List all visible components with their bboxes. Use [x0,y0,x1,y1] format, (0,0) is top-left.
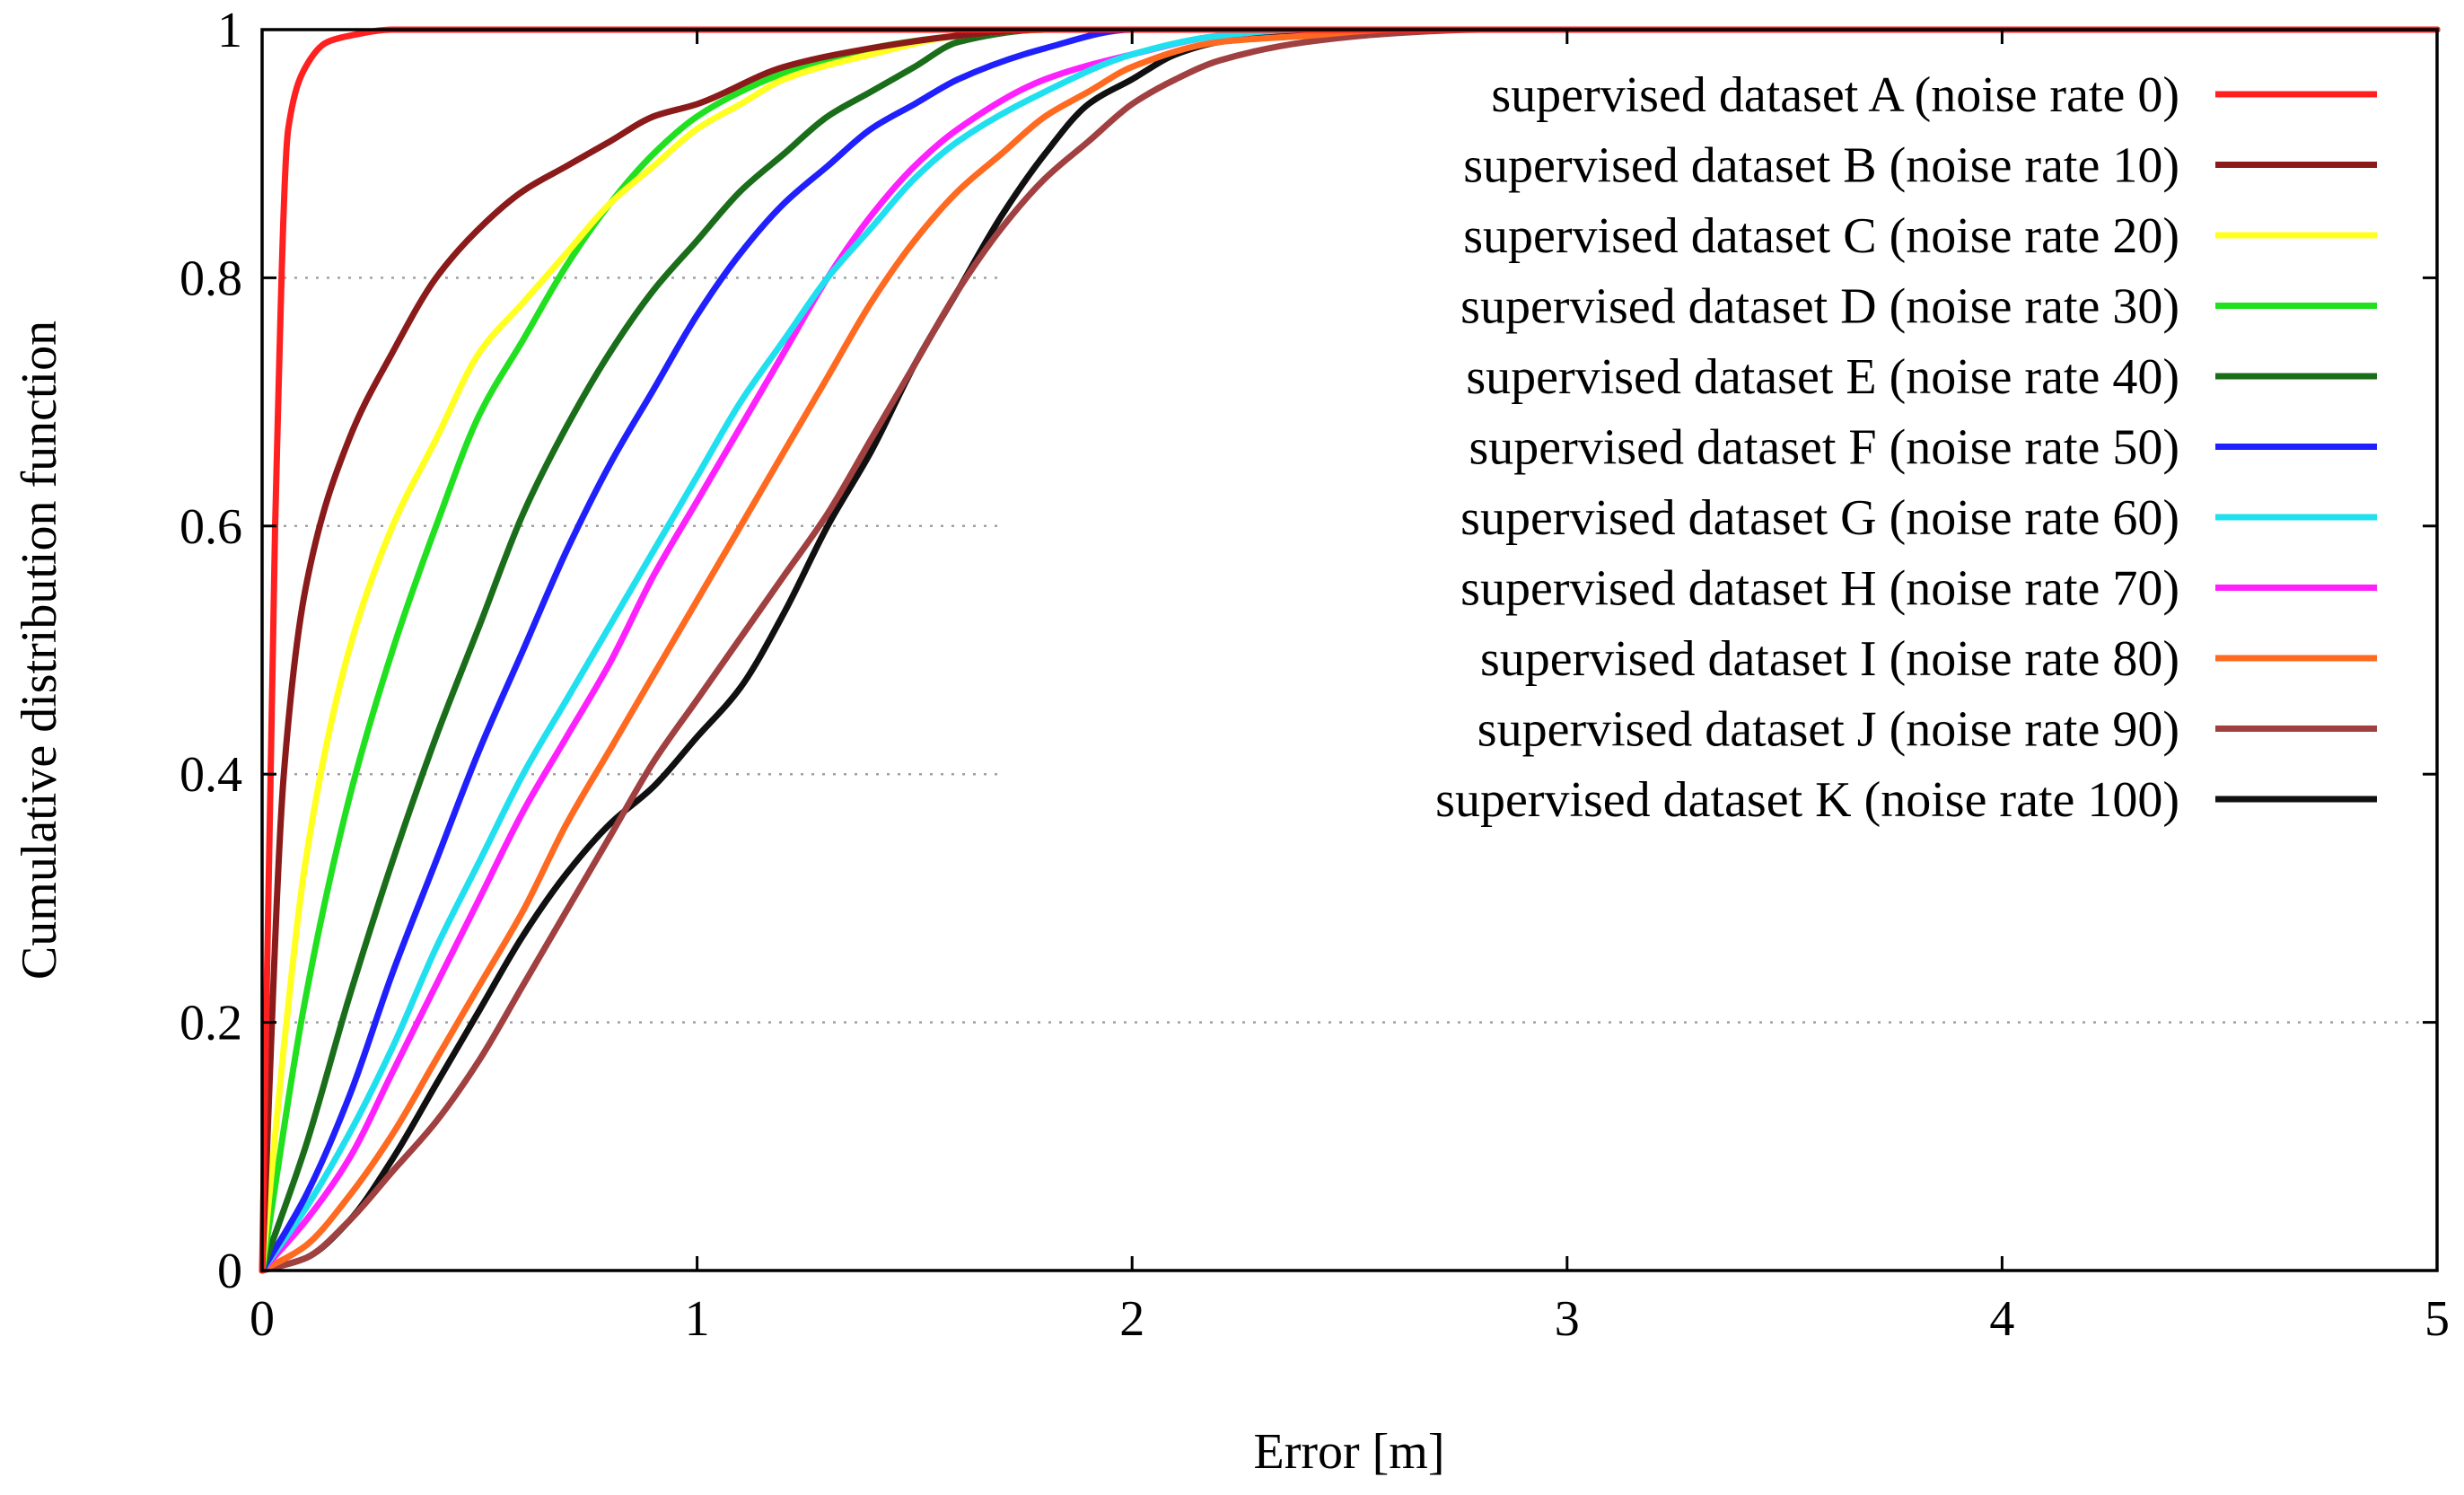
legend-label-b: supervised dataset B (noise rate 10) [1463,138,2179,194]
legend-label-c: supervised dataset C (noise rate 20) [1463,208,2179,264]
legend-label-g: supervised dataset G (noise rate 60) [1460,490,2179,546]
legend-label-k: supervised dataset K (noise rate 100) [1435,772,2179,828]
y-tick-label: 0.6 [180,499,242,555]
legend-label-a: supervised dataset A (noise rate 0) [1491,67,2179,123]
legend-label-f: supervised dataset F (noise rate 50) [1469,420,2179,476]
legend-label-j: supervised dataset J (noise rate 90) [1478,702,2179,758]
y-axis-title: Cumulative distribution function [12,321,67,980]
legend-label-d: supervised dataset D (noise rate 30) [1460,279,2179,335]
series-line-i [259,26,2441,1274]
y-tick-label: 0.8 [180,251,242,306]
plot-frame [260,28,2439,1272]
x-tick-label: 0 [250,1291,275,1347]
x-tick-label: 2 [1119,1291,1144,1347]
legend-label-i: supervised dataset I (noise rate 80) [1480,631,2179,687]
series-line-g [259,26,2441,1274]
x-tick-label: 1 [685,1291,710,1347]
axis-ticks: 0 1 2 3 4 5 0 0.2 0.4 0.6 0.8 1 [180,3,2450,1347]
x-axis-title: Error [m] [1253,1424,1444,1480]
legend: supervised dataset A (noise rate 0) super… [1435,67,2377,828]
y-tick-label: 0.4 [180,747,242,803]
y-tick-label: 0.2 [180,996,242,1051]
y-tick-label: 1 [217,3,242,58]
x-tick-label: 4 [1989,1291,2014,1347]
y-tick-label: 0 [217,1244,242,1299]
series-line-j [259,26,2441,1274]
legend-label-e: supervised dataset E (noise rate 40) [1466,349,2179,405]
legend-label-h: supervised dataset H (noise rate 70) [1460,561,2179,617]
x-tick-label: 5 [2425,1291,2450,1347]
x-tick-label: 3 [1555,1291,1580,1347]
